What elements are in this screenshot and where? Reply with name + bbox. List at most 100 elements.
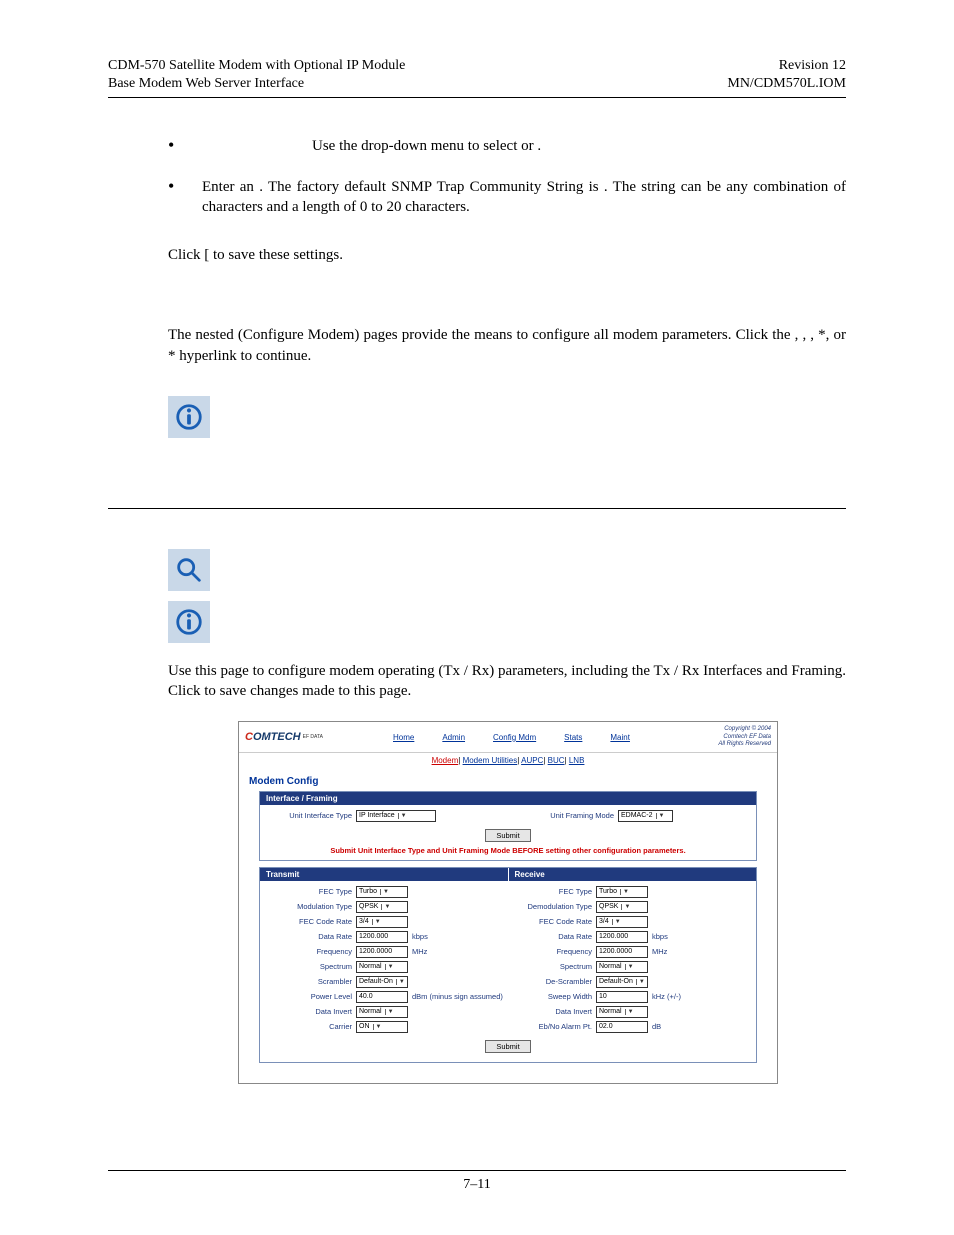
comtech-logo-sub: EF DATA — [303, 734, 323, 740]
comtech-logo: COMTECH — [245, 731, 301, 743]
tx-label-power-level: Power Level — [268, 992, 356, 1001]
rx-sweep-width-field[interactable] — [596, 991, 648, 1003]
tx-power-level-field[interactable] — [356, 991, 408, 1003]
bullet-2-text: Enter an . The factory default SNMP Trap… — [202, 177, 846, 218]
txrx-group: Transmit Receive FEC TypeTurbo▼Modulatio… — [259, 867, 757, 1063]
copyright: Copyright © 2004Comtech EF DataAll Right… — [718, 726, 771, 748]
tx-spectrum-field[interactable]: Normal▼ — [356, 961, 408, 973]
unit-interface-label: Unit Interface Type — [268, 811, 356, 820]
sub-tab-buc[interactable]: BUC — [548, 756, 565, 765]
screenshot-topbar: COMTECH EF DATA Home Admin Config Mdm Stats… — [239, 722, 777, 753]
tx-label-scrambler: Scrambler — [268, 977, 356, 986]
screenshot-title: Modem Config — [239, 768, 777, 791]
tx-carrier-field[interactable]: ON▼ — [356, 1021, 408, 1033]
header-rule — [108, 97, 846, 98]
rx-label-fec-code-rate: FEC Code Rate — [508, 917, 596, 926]
tx-modulation-type-field[interactable]: QPSK▼ — [356, 901, 408, 913]
magnifier-icon — [168, 549, 210, 591]
transmit-header: Transmit — [260, 868, 508, 881]
tx-unit: MHz — [412, 947, 427, 956]
rx-unit: dB — [652, 1022, 661, 1031]
tx-unit: dBm (minus sign assumed) — [412, 992, 503, 1001]
receive-column: FEC TypeTurbo▼Demodulation TypeQPSK▼FEC … — [508, 886, 748, 1036]
rx-label-sweep-width: Sweep Width — [508, 992, 596, 1001]
header-right-1: Revision 12 — [727, 57, 846, 75]
tx-unit: kbps — [412, 932, 428, 941]
tx-fec-code-rate-field[interactable]: 3/4▼ — [356, 916, 408, 928]
rx-eb-no-alarm-pt--field[interactable] — [596, 1021, 648, 1033]
rx-frequency-field[interactable] — [596, 946, 648, 958]
tx-label-fec-code-rate: FEC Code Rate — [268, 917, 356, 926]
rx-data-invert-field[interactable]: Normal▼ — [596, 1006, 648, 1018]
top-tab-admin[interactable]: Admin — [442, 733, 465, 742]
txrx-submit-button[interactable]: Submit — [485, 1040, 530, 1053]
page-header: CDM-570 Satellite Modem with Optional IP… — [108, 57, 846, 93]
sub-tabs: Modem| Modem Utilities| AUPC| BUC| LNB — [239, 753, 777, 768]
config-paragraph: The nested (Configure Modem) pages provi… — [168, 325, 846, 366]
transmit-column: FEC TypeTurbo▼Modulation TypeQPSK▼FEC Co… — [268, 886, 508, 1036]
top-tab-stats[interactable]: Stats — [564, 733, 582, 742]
header-left-2: Base Modem Web Server Interface — [108, 75, 405, 93]
rx-label-data-invert: Data Invert — [508, 1007, 596, 1016]
tx-frequency-field[interactable] — [356, 946, 408, 958]
tx-label-spectrum: Spectrum — [268, 962, 356, 971]
tx-label-frequency: Frequency — [268, 947, 356, 956]
tx-data-rate-field[interactable] — [356, 931, 408, 943]
rx-label-data-rate: Data Rate — [508, 932, 596, 941]
rx-label-eb-no-alarm-pt-: Eb/No Alarm Pt. — [508, 1022, 596, 1031]
tx-scrambler-field[interactable]: Default-On▼ — [356, 976, 408, 988]
info-icon — [168, 601, 210, 643]
sub-tab-lnb[interactable]: LNB — [569, 756, 585, 765]
rx-demodulation-type-field[interactable]: QPSK▼ — [596, 901, 648, 913]
click-paragraph: Click [ to save these settings. — [168, 245, 846, 265]
page-footer: 7–11 — [0, 1170, 954, 1193]
tx-label-data-rate: Data Rate — [268, 932, 356, 941]
unit-interface-select[interactable]: IP Interface▼ — [356, 810, 436, 822]
top-tab-config-mdm[interactable]: Config Mdm — [493, 733, 536, 742]
sub-tab-modem-utilities[interactable]: Modem Utilities — [463, 756, 518, 765]
interface-submit-button[interactable]: Submit — [485, 829, 530, 842]
tx-fec-type-field[interactable]: Turbo▼ — [356, 886, 408, 898]
top-tab-maint[interactable]: Maint — [610, 733, 630, 742]
rx-fec-code-rate-field[interactable]: 3/4▼ — [596, 916, 648, 928]
tx-data-invert-field[interactable]: Normal▼ — [356, 1006, 408, 1018]
rx-fec-type-field[interactable]: Turbo▼ — [596, 886, 648, 898]
bullet-1-text: Use the drop-down menu to select or . — [202, 136, 846, 156]
top-tab-home[interactable]: Home — [393, 733, 414, 742]
rx-de-scrambler-field[interactable]: Default-On▼ — [596, 976, 648, 988]
header-left-1: CDM-570 Satellite Modem with Optional IP… — [108, 57, 405, 75]
tx-label-fec-type: FEC Type — [268, 887, 356, 896]
rx-label-de-scrambler: De-Scrambler — [508, 977, 596, 986]
interface-warning: Submit Unit Interface Type and Unit Fram… — [268, 846, 748, 855]
rx-label-spectrum: Spectrum — [508, 962, 596, 971]
bullet-dot: • — [168, 177, 202, 197]
tx-label-modulation-type: Modulation Type — [268, 902, 356, 911]
interface-framing-header: Interface / Framing — [260, 792, 756, 805]
receive-header: Receive — [508, 868, 757, 881]
bullet-dot: • — [168, 136, 202, 156]
use-paragraph: Use this page to configure modem operati… — [168, 661, 846, 702]
icon-stack — [108, 549, 846, 643]
top-tabs: Home Admin Config Mdm Stats Maint — [393, 733, 630, 742]
rx-unit: kbps — [652, 932, 668, 941]
rx-label-fec-type: FEC Type — [508, 887, 596, 896]
sub-tab-aupc[interactable]: AUPC — [521, 756, 543, 765]
section-rule — [108, 508, 846, 509]
unit-framing-select[interactable]: EDMAC-2▼ — [618, 810, 673, 822]
header-right-2: MN/CDM570L.IOM — [727, 75, 846, 93]
rx-spectrum-field[interactable]: Normal▼ — [596, 961, 648, 973]
interface-framing-group: Interface / Framing Unit Interface Type … — [259, 791, 757, 861]
rx-label-frequency: Frequency — [508, 947, 596, 956]
bullet-list: • Use the drop-down menu to select or . … — [168, 136, 846, 217]
page-number: 7–11 — [463, 1177, 490, 1192]
rx-label-demodulation-type: Demodulation Type — [508, 902, 596, 911]
sub-tab-modem[interactable]: Modem — [432, 756, 459, 765]
rx-data-rate-field[interactable] — [596, 931, 648, 943]
info-icon — [168, 396, 210, 438]
rx-unit: kHz (+/-) — [652, 992, 681, 1001]
rx-unit: MHz — [652, 947, 667, 956]
tx-label-carrier: Carrier — [268, 1022, 356, 1031]
modem-config-screenshot: COMTECH EF DATA Home Admin Config Mdm Stats… — [238, 721, 778, 1084]
unit-framing-label: Unit Framing Mode — [508, 811, 618, 820]
tx-label-data-invert: Data Invert — [268, 1007, 356, 1016]
